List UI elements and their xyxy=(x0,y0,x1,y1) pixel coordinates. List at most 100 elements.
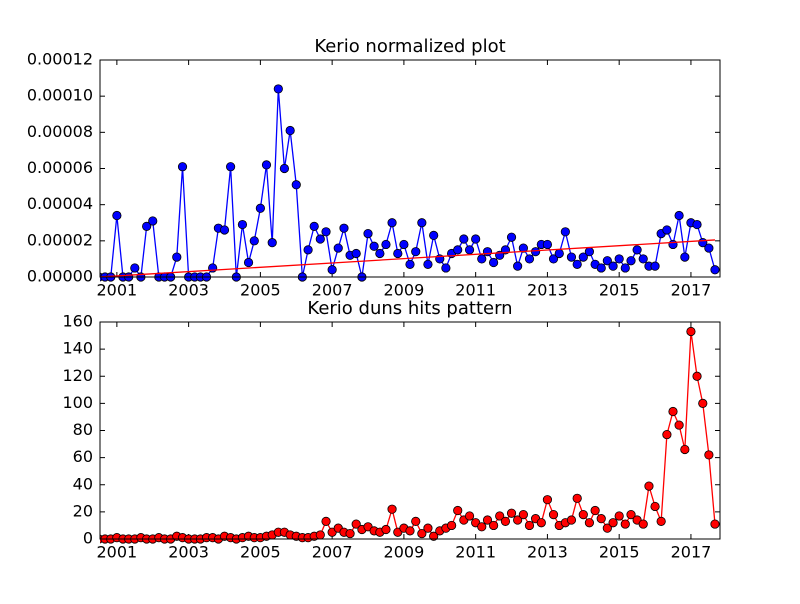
point xyxy=(596,514,606,524)
point xyxy=(447,520,457,531)
point xyxy=(464,511,475,521)
point xyxy=(321,516,331,526)
point xyxy=(363,229,373,239)
plot-frame xyxy=(99,59,721,278)
point xyxy=(339,223,349,233)
point xyxy=(219,225,230,235)
point xyxy=(710,265,720,275)
point xyxy=(387,218,397,228)
point xyxy=(542,495,553,505)
y-tick-label: 0.00012 xyxy=(27,50,93,69)
point xyxy=(590,505,600,516)
point xyxy=(441,263,451,273)
point xyxy=(638,254,648,264)
point xyxy=(650,261,660,271)
point xyxy=(495,511,505,521)
point xyxy=(243,257,254,268)
point xyxy=(608,518,618,528)
point xyxy=(608,261,618,271)
x-tick-label: 2015 xyxy=(599,281,640,300)
point xyxy=(614,254,624,264)
point xyxy=(584,518,594,528)
point xyxy=(411,247,421,257)
point xyxy=(477,522,487,532)
point xyxy=(668,406,678,417)
point xyxy=(453,505,463,516)
point xyxy=(548,509,559,520)
x-tick-label: 2011 xyxy=(455,281,496,300)
point xyxy=(632,245,642,255)
point xyxy=(650,501,660,512)
y-tick-label: 40 xyxy=(73,474,93,493)
x-tick-label: 2007 xyxy=(312,543,353,562)
point xyxy=(620,519,630,529)
point xyxy=(566,252,577,262)
x-tick-label: 2005 xyxy=(240,281,281,300)
point xyxy=(417,528,427,539)
x-tick-label: 2003 xyxy=(168,543,209,562)
point xyxy=(249,236,259,246)
point xyxy=(698,398,708,408)
point xyxy=(602,256,612,266)
point xyxy=(482,247,493,257)
point xyxy=(710,519,720,529)
y-tick-label: 140 xyxy=(62,339,93,358)
point xyxy=(130,263,140,273)
point xyxy=(614,511,624,521)
point xyxy=(345,528,355,539)
point xyxy=(142,221,152,231)
x-tick-label: 2001 xyxy=(97,281,138,300)
y-tick-label: 120 xyxy=(62,366,93,385)
point xyxy=(686,326,696,337)
y-tick-label: 80 xyxy=(73,420,93,439)
point xyxy=(644,481,654,491)
point xyxy=(423,259,433,269)
point xyxy=(518,509,528,520)
chart-title: Kerio duns hits pattern xyxy=(307,298,512,319)
point xyxy=(692,371,702,381)
point xyxy=(674,210,684,221)
point xyxy=(620,263,630,273)
x-tick-label: 2011 xyxy=(455,543,496,562)
y-tick-label: 0 xyxy=(83,529,93,548)
point xyxy=(668,239,678,250)
point xyxy=(578,509,588,520)
point xyxy=(399,239,409,250)
point xyxy=(662,429,672,440)
point xyxy=(327,265,337,275)
point xyxy=(315,530,325,540)
plot-frame xyxy=(99,321,721,540)
point xyxy=(572,259,582,269)
point xyxy=(464,245,475,255)
point xyxy=(226,162,236,172)
point xyxy=(584,247,594,257)
point xyxy=(148,216,158,226)
x-tick-label: 2009 xyxy=(384,543,425,562)
point xyxy=(172,252,182,262)
point xyxy=(513,515,523,525)
y-tick-label: 0.00010 xyxy=(27,86,93,105)
point xyxy=(387,504,397,514)
y-tick-label: 0.00002 xyxy=(27,230,93,249)
y-tick-label: 0.00006 xyxy=(27,158,93,177)
point xyxy=(381,524,391,535)
point xyxy=(375,248,385,259)
point xyxy=(680,444,690,455)
point xyxy=(554,248,564,259)
point xyxy=(524,520,535,531)
point xyxy=(578,252,588,262)
point xyxy=(704,243,714,253)
point xyxy=(477,254,487,264)
point xyxy=(662,225,672,235)
point xyxy=(513,261,523,271)
x-tick-label: 2017 xyxy=(671,281,712,300)
point xyxy=(285,125,295,136)
y-tick-label: 160 xyxy=(62,312,93,331)
point xyxy=(680,252,690,262)
point xyxy=(638,519,648,529)
x-tick-label: 2013 xyxy=(527,543,568,562)
point xyxy=(411,516,421,526)
point xyxy=(572,493,582,503)
